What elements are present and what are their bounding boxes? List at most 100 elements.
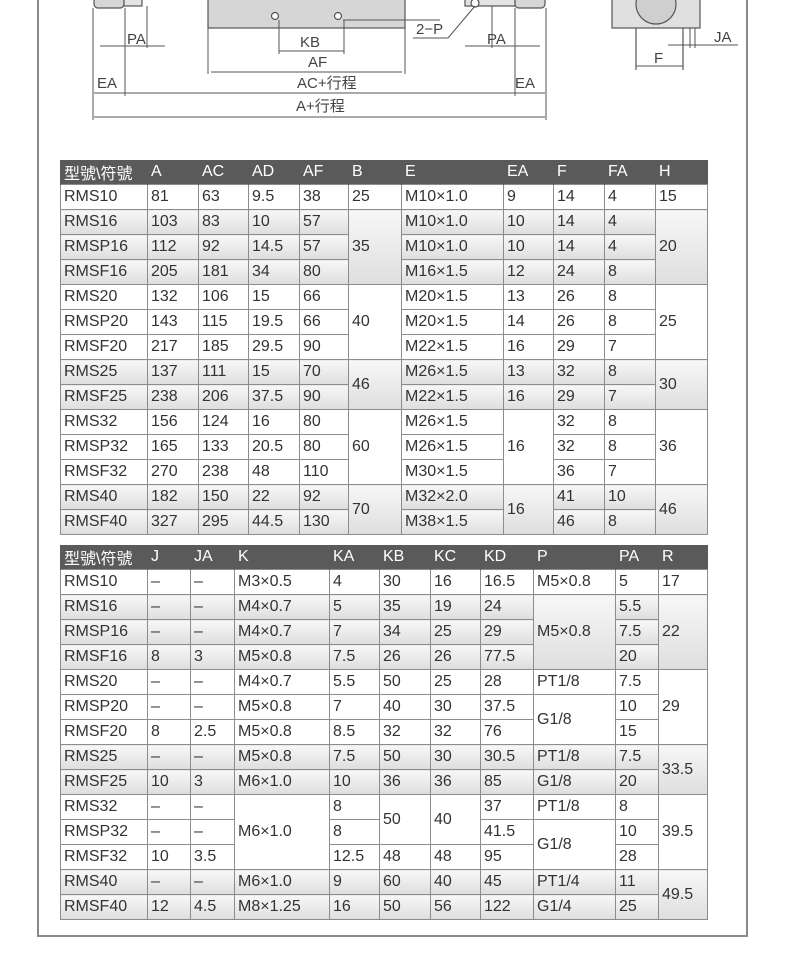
value-cell: 30.5 xyxy=(480,744,534,770)
value-cell: PT1/8 xyxy=(533,744,616,770)
model-cell: RMS16 xyxy=(60,594,148,620)
value-cell: 112 xyxy=(147,234,199,260)
table-row: RMS25 137 111 15 70 46 M26×1.5 13 32 8 30 xyxy=(60,359,708,410)
value-cell: 238 xyxy=(198,459,249,485)
value-cell: M20×1.5 xyxy=(401,309,504,335)
value-cell: 16 xyxy=(248,409,300,435)
model-cell: RMS25 xyxy=(60,744,148,770)
model-cell: RMS16 xyxy=(60,209,148,235)
table-row: RMSP32– –8 41.5 G1/8 10 xyxy=(60,819,708,870)
value-cell: 37.5 xyxy=(248,384,300,410)
column-header: AD xyxy=(248,160,300,185)
value-cell: 26 xyxy=(553,284,605,310)
value-cell: 14.5 xyxy=(248,234,300,260)
value-cell: 32 xyxy=(430,719,481,745)
value-cell: 327 xyxy=(147,509,199,535)
value-cell: 181 xyxy=(198,259,249,285)
column-header: J xyxy=(147,545,191,570)
column-header: R xyxy=(658,545,708,570)
value-cell: 34 xyxy=(379,619,431,645)
column-header: FA xyxy=(604,160,656,185)
value-cell: 41 xyxy=(553,484,605,510)
value-cell: 37.5 xyxy=(480,694,534,720)
value-cell: 26 xyxy=(430,644,481,670)
value-cell: 26 xyxy=(379,644,431,670)
value-cell: 10 xyxy=(615,694,659,720)
value-cell: 40 xyxy=(348,284,402,360)
value-cell: M5×0.8 xyxy=(234,694,330,720)
value-cell: 10 xyxy=(615,819,659,845)
value-cell: 92 xyxy=(299,484,349,510)
value-cell: 206 xyxy=(198,384,249,410)
value-cell: 4.5 xyxy=(190,894,235,920)
model-cell: RMS40 xyxy=(60,869,148,895)
value-cell: – xyxy=(147,619,191,645)
value-cell: 8 xyxy=(604,434,656,460)
column-header: B xyxy=(348,160,402,185)
value-cell: 106 xyxy=(198,284,249,310)
value-cell: 37 xyxy=(480,794,534,820)
value-cell: – xyxy=(190,669,235,695)
value-cell: – xyxy=(190,619,235,645)
value-cell: 57 xyxy=(299,234,349,260)
value-cell: – xyxy=(147,694,191,720)
value-cell: 217 xyxy=(147,334,199,360)
dim-label-a-stroke: A+行程 xyxy=(296,98,345,115)
value-cell: 8 xyxy=(604,259,656,285)
value-cell: 29 xyxy=(480,619,534,645)
value-cell: 7.5 xyxy=(615,744,659,770)
value-cell: M6×1.0 xyxy=(234,869,330,895)
value-cell: 19.5 xyxy=(248,309,300,335)
value-cell: 7 xyxy=(604,334,656,360)
value-cell: 90 xyxy=(299,334,349,360)
value-cell: 80 xyxy=(299,434,349,460)
value-cell: 17 xyxy=(658,569,708,595)
value-cell: 10 xyxy=(147,844,191,870)
model-cell: RMSF20 xyxy=(60,719,148,745)
value-cell: – xyxy=(147,569,191,595)
value-cell: 205 xyxy=(147,259,199,285)
value-cell: 66 xyxy=(299,284,349,310)
table-row: RMSF25 10 3 M6×1.0 10 36 36 85 G1/8 20 xyxy=(60,769,708,795)
table-row: RMSP32 165 133 20.5 80 M26×1.5 32 8 xyxy=(60,434,708,460)
value-cell: 45 xyxy=(480,869,534,895)
value-cell: PT1/4 xyxy=(533,869,616,895)
column-header: JA xyxy=(190,545,235,570)
value-cell: 7 xyxy=(604,384,656,410)
column-header: KB xyxy=(379,545,431,570)
value-cell: 3.5 xyxy=(190,844,235,870)
value-cell: – xyxy=(147,794,191,820)
value-cell: 46 xyxy=(655,484,708,535)
value-cell: 29.5 xyxy=(248,334,300,360)
value-cell: M5×0.8 xyxy=(533,569,616,595)
dimension-lines xyxy=(92,5,547,120)
value-cell: – xyxy=(147,669,191,695)
dim-label-pa-left: PA xyxy=(127,31,146,48)
value-cell: – xyxy=(190,594,235,620)
model-cell: RMS32 xyxy=(60,794,148,820)
value-cell: 14 xyxy=(553,234,605,260)
value-cell: 8 xyxy=(604,509,656,535)
value-cell: 8 xyxy=(604,409,656,435)
model-cell: RMSP32 xyxy=(60,434,148,460)
value-cell: 8 xyxy=(604,309,656,335)
value-cell: M30×1.5 xyxy=(401,459,504,485)
value-cell: 9 xyxy=(329,869,380,895)
value-cell: 60 xyxy=(348,409,402,485)
value-cell: 15 xyxy=(248,284,300,310)
value-cell: 7.5 xyxy=(615,619,659,645)
port-hole xyxy=(470,0,480,8)
cylinder-front-view xyxy=(93,0,546,29)
table-row: RMSF25 238 206 37.5 90 M22×1.5 16 29 7 xyxy=(60,384,708,410)
value-cell: 35 xyxy=(379,594,431,620)
value-cell: 39.5 xyxy=(658,794,708,870)
value-cell: 8 xyxy=(615,794,659,820)
value-cell: 12.5 xyxy=(329,844,380,870)
value-cell: – xyxy=(190,744,235,770)
column-header: E xyxy=(401,160,504,185)
dim-label-ea-left: EA xyxy=(97,75,118,92)
model-cell: RMSF40 xyxy=(60,509,148,535)
value-cell: 24 xyxy=(553,259,605,285)
dimension-table-1: 型號\符號 A AC AD AF B E EA F FA H RMS10 81 63 9.5 38 25 M10… xyxy=(60,160,708,535)
table-header-row: 型號\符號 A AC AD AF B E EA F FA H xyxy=(60,160,708,185)
